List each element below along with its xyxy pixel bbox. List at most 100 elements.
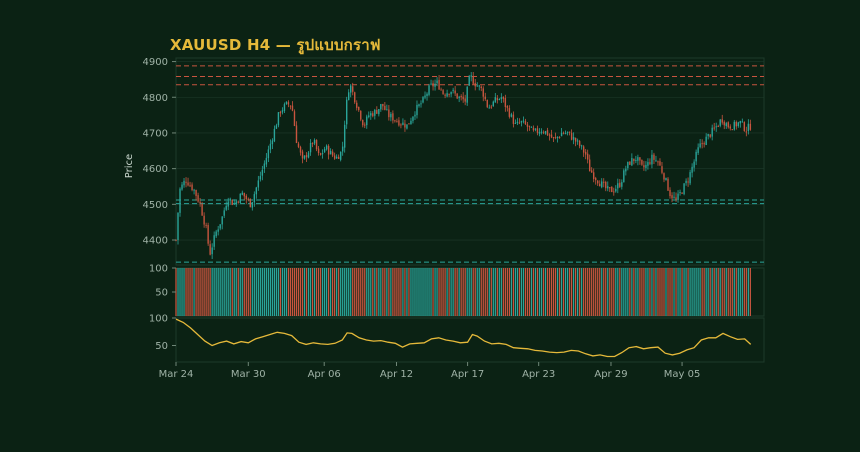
candle-body <box>570 132 573 140</box>
candle-body <box>502 96 505 99</box>
x-tick-label: Apr 29 <box>594 369 627 380</box>
candle-body <box>649 162 651 164</box>
candle-body <box>434 83 436 87</box>
volume-bars <box>175 268 751 316</box>
price-tick-label: 4900 <box>143 57 168 68</box>
candle-body <box>629 161 631 165</box>
candle-body <box>424 95 426 98</box>
candle-body <box>550 134 553 138</box>
candle-body <box>526 124 529 127</box>
candle-body <box>185 181 187 183</box>
candle-body <box>289 105 292 107</box>
candle-body <box>595 178 597 181</box>
candle-body <box>446 93 448 97</box>
candle-body <box>631 158 633 166</box>
y-axis-label: Price <box>124 154 135 178</box>
candle-body <box>350 85 352 93</box>
candle-body <box>199 201 201 204</box>
volume-tick-label: 50 <box>155 288 168 299</box>
candle-body <box>386 109 388 111</box>
candle-body <box>729 126 731 129</box>
candle-body <box>496 97 499 101</box>
candle-body <box>735 121 737 127</box>
x-tick-label: Apr 12 <box>380 369 413 380</box>
candle-body <box>504 97 507 107</box>
candle-body <box>227 201 229 207</box>
candle-body <box>603 181 605 183</box>
candle-body <box>699 143 701 148</box>
candle-body <box>552 137 555 139</box>
candle-body <box>356 102 358 108</box>
candle-body <box>337 156 340 160</box>
candle-body <box>410 120 412 125</box>
candle-body <box>364 124 366 126</box>
candle-body <box>713 127 715 129</box>
candle-body <box>460 95 462 98</box>
candle-body <box>229 198 231 201</box>
x-tick-label: Apr 17 <box>451 369 484 380</box>
candle-body <box>593 172 595 180</box>
candle-body <box>341 146 344 152</box>
candle-body <box>643 165 645 168</box>
candle-body <box>426 93 428 97</box>
candle-body <box>438 79 440 90</box>
candle-body <box>223 210 225 216</box>
candle-body <box>494 97 497 103</box>
indicator-line <box>175 318 752 358</box>
candle-body <box>667 178 669 191</box>
candle-body <box>243 192 245 197</box>
candle-body <box>215 231 217 237</box>
candle-body <box>319 153 322 155</box>
candle-body <box>705 136 707 146</box>
candle-body <box>237 201 239 203</box>
candle-body <box>249 198 252 208</box>
candle-body <box>279 111 282 114</box>
candle-body <box>456 93 458 99</box>
candle-body <box>448 93 450 95</box>
candle-body <box>247 198 249 200</box>
candle-body <box>317 148 320 153</box>
candle-body <box>745 131 748 133</box>
candle-body <box>390 113 392 118</box>
candle-body <box>665 178 667 181</box>
candle-body <box>392 113 394 121</box>
candle-body <box>574 137 577 142</box>
candle-body <box>723 121 725 126</box>
candle-body <box>657 161 659 163</box>
candle-body <box>301 151 304 159</box>
candle-body <box>733 121 735 130</box>
candle-body <box>343 124 346 148</box>
candle-body <box>368 115 370 118</box>
candle-body <box>191 184 193 191</box>
candle-body <box>653 154 655 160</box>
candle-body <box>661 166 663 173</box>
x-tick-label: May 05 <box>664 369 701 380</box>
candle-body <box>675 197 677 200</box>
candle-body <box>265 157 268 165</box>
candle-body <box>524 121 527 125</box>
candle-body <box>376 110 378 114</box>
candle-body <box>609 187 611 189</box>
candle-body <box>623 170 625 183</box>
candle-body <box>703 143 705 145</box>
candle-body <box>709 134 711 137</box>
candle-body <box>464 98 466 102</box>
candle-body <box>219 224 221 229</box>
chart-title: XAUUSD H4 — รูปแบบกราฟ <box>170 36 381 54</box>
candle-body <box>498 99 501 101</box>
candle-body <box>582 146 585 153</box>
x-tick-label: Apr 06 <box>308 369 341 380</box>
price-tick-label: 4700 <box>143 128 168 139</box>
candle-body <box>404 123 406 128</box>
candle-body <box>454 90 456 94</box>
candle-body <box>267 149 270 159</box>
candle-body <box>335 156 338 159</box>
candle-body <box>402 122 404 125</box>
candle-body <box>287 102 290 105</box>
candle-body <box>315 139 318 150</box>
candle-body <box>259 176 262 180</box>
candle-body <box>201 204 203 216</box>
horizontal-levels <box>176 65 764 263</box>
